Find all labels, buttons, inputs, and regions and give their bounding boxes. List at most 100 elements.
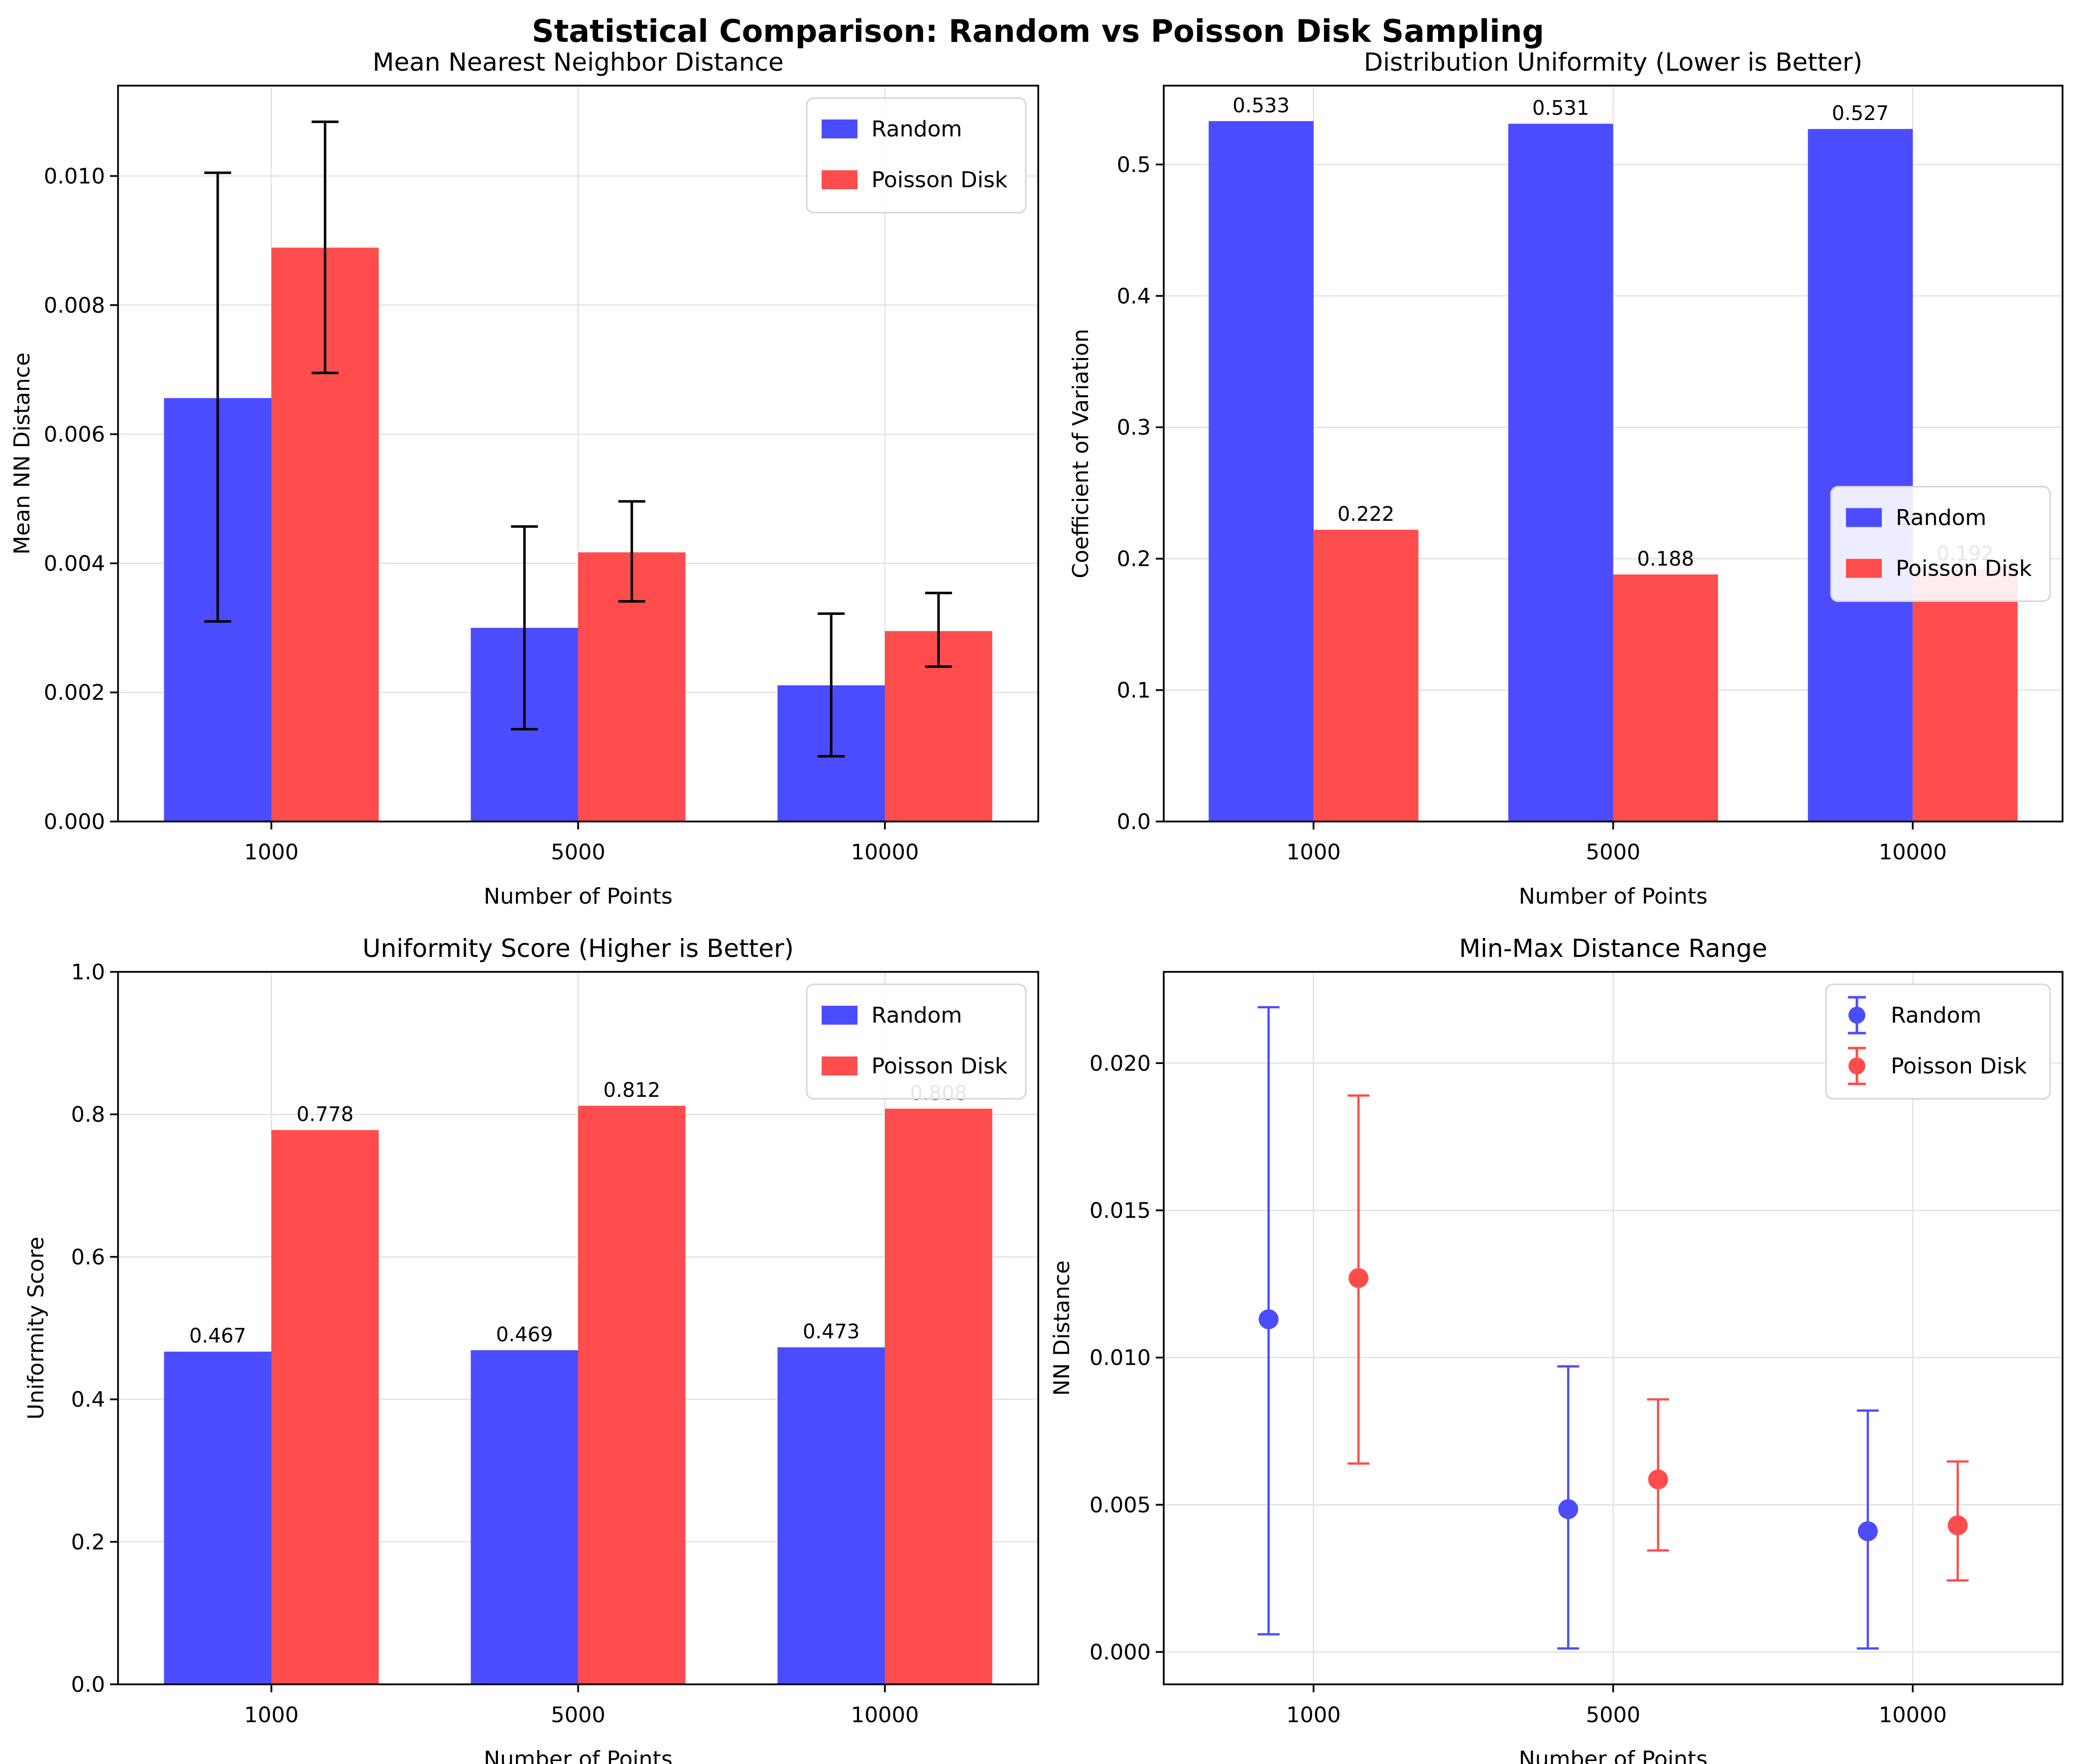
legend-label: Poisson Disk [1896, 556, 2032, 582]
chart-title: Min-Max Distance Range [1459, 934, 1767, 963]
errorbar-point-random-5000 [1557, 1365, 1580, 1650]
errorbar-random-10000 [818, 612, 845, 758]
errorbar-poisson-disk-1000 [311, 120, 339, 374]
y-tick-label: 0.004 [44, 551, 105, 576]
legend: Random Poisson Disk [1830, 486, 2051, 602]
legend-box [1825, 983, 2051, 1100]
tick-marks [1156, 1062, 1914, 1692]
x-tick-label: 10000 [851, 840, 919, 865]
x-axis-label: Number of Points [484, 884, 672, 909]
y-tick-label: 0.000 [44, 810, 105, 834]
x-tick-label: 10000 [1879, 1703, 1947, 1728]
y-tick-label: 0.000 [1090, 1640, 1151, 1665]
bar-random-1000 [164, 1351, 271, 1684]
x-tick-label: 10000 [851, 1703, 919, 1728]
legend: Random Poisson Disk [1825, 983, 2051, 1100]
y-tick-label: 0.2 [71, 1530, 105, 1555]
y-tick-label: 0.0 [71, 1672, 105, 1697]
y-tick-label: 0.006 [44, 422, 105, 447]
tick-marks [110, 175, 886, 829]
y-tick-label: 0.5 [1117, 152, 1151, 177]
chart-title: Distribution Uniformity (Lower is Better… [1364, 48, 1862, 77]
errorbar-point-poisson-disk-10000 [1947, 1460, 1969, 1582]
x-tick-label: 1000 [1286, 840, 1341, 865]
y-tick-label: 0.2 [1117, 547, 1151, 572]
y-tick-label: 1.0 [71, 960, 105, 985]
tick-marks [110, 971, 886, 1692]
x-tick-label: 10000 [1879, 840, 1947, 865]
value-label: 0.778 [297, 1103, 354, 1126]
legend-label: Poisson Disk [871, 167, 1008, 193]
subplot-mean-nn-distance: 1000 5000 10000 0.000 0.002 0.004 0.006 0.008 0.… [9, 48, 1039, 909]
y-axis-label: Mean NN Distance [9, 353, 35, 555]
legend-swatch [822, 1057, 857, 1075]
errorbar-random-1000 [204, 171, 232, 623]
data-point [1857, 1521, 1878, 1541]
x-tick-label: 5000 [1586, 1703, 1640, 1728]
y-tick-label: 0.015 [1090, 1198, 1151, 1223]
figure-title: Statistical Comparison: Random vs Poisso… [531, 13, 1545, 49]
value-label: 0.188 [1637, 548, 1695, 571]
chart-distribution-uniformity: 0.5330.5310.5270.2220.1880.1921000500010… [1068, 48, 2064, 909]
y-tick-label: 0.1 [1117, 678, 1151, 703]
subplot-min-max-distance-range: 1000 5000 10000 0.000 0.005 0.010 0.015 0.020 Nu… [1049, 934, 2064, 1764]
legend-swatch [822, 1006, 857, 1025]
errorbar-poisson-disk-10000 [925, 591, 952, 668]
y-tick-label: 0.005 [1090, 1493, 1151, 1518]
value-label: 0.222 [1338, 503, 1395, 526]
legend-label: Random [871, 1003, 962, 1028]
x-axis-label: Number of Points [484, 1747, 672, 1764]
chart-uniformity-score: 0.4670.4690.4730.7780.8120.8081000500010… [23, 934, 1039, 1764]
bar-poisson-disk-10000 [885, 1108, 992, 1684]
errorbar-point-poisson-disk-5000 [1647, 1398, 1669, 1552]
legend: Random Poisson Disk [806, 97, 1027, 214]
legend-label: Random [1891, 1003, 1981, 1028]
y-axis-label: NN Distance [1049, 1260, 1075, 1396]
bar-poisson-disk-5000 [1613, 574, 1718, 822]
legend: Random Poisson Disk [806, 983, 1027, 1100]
value-label: 0.467 [189, 1325, 246, 1348]
legend-errorbar-marker [1848, 996, 1866, 1035]
y-tick-label: 0.3 [1117, 415, 1151, 440]
value-label: 0.473 [803, 1320, 860, 1343]
y-axis-label: Coefficient of Variation [1068, 329, 1094, 578]
chart-mean-nn-distance: 1000 5000 10000 0.000 0.002 0.004 0.006 0.008 0.… [9, 48, 1039, 909]
grid [1164, 972, 2063, 1684]
bar-random-10000 [1808, 129, 1913, 822]
legend-point [1848, 1007, 1865, 1024]
y-tick-label: 0.4 [1117, 284, 1151, 309]
errorbar-point-poisson-disk-1000 [1347, 1094, 1370, 1465]
bar-random-1000 [1209, 121, 1314, 822]
chart-title: Mean Nearest Neighbor Distance [372, 48, 784, 77]
legend-errorbar-marker [1848, 1047, 1866, 1085]
y-tick-label: 0.020 [1090, 1051, 1151, 1076]
data-point [1948, 1515, 1968, 1535]
y-tick-label: 0.0 [1117, 810, 1151, 834]
legend-swatch [822, 170, 857, 189]
errorbar-point-random-10000 [1856, 1409, 1879, 1650]
bar-poisson-disk-1000 [1313, 530, 1419, 822]
bar-poisson-disk-10000 [1913, 569, 2018, 822]
data-point [1648, 1469, 1668, 1490]
x-tick-label: 1000 [244, 1703, 298, 1728]
y-tick-label: 0.008 [44, 293, 105, 318]
legend-point [1848, 1058, 1865, 1074]
x-tick-label: 5000 [551, 1703, 605, 1728]
errorbar-random-5000 [511, 525, 538, 731]
legend-box [806, 97, 1027, 214]
data-point [1258, 1309, 1279, 1329]
x-tick-label: 1000 [1286, 1703, 1341, 1728]
bar-poisson-disk-5000 [578, 1106, 686, 1684]
data-point [1558, 1499, 1579, 1520]
chart-title: Uniformity Score (Higher is Better) [363, 934, 794, 963]
subplot-uniformity-score: 0.4670.4690.4730.7780.8120.8081000500010… [23, 934, 1039, 1764]
x-axis-label: Number of Points [1519, 1747, 1708, 1764]
legend-box [1830, 486, 2051, 602]
x-tick-label: 5000 [1586, 840, 1640, 865]
value-label: 0.812 [604, 1079, 661, 1102]
y-tick-label: 0.8 [71, 1102, 105, 1127]
bar-poisson-disk-1000 [271, 1130, 379, 1684]
value-label: 0.469 [496, 1323, 553, 1346]
y-tick-label: 0.010 [1090, 1346, 1151, 1371]
